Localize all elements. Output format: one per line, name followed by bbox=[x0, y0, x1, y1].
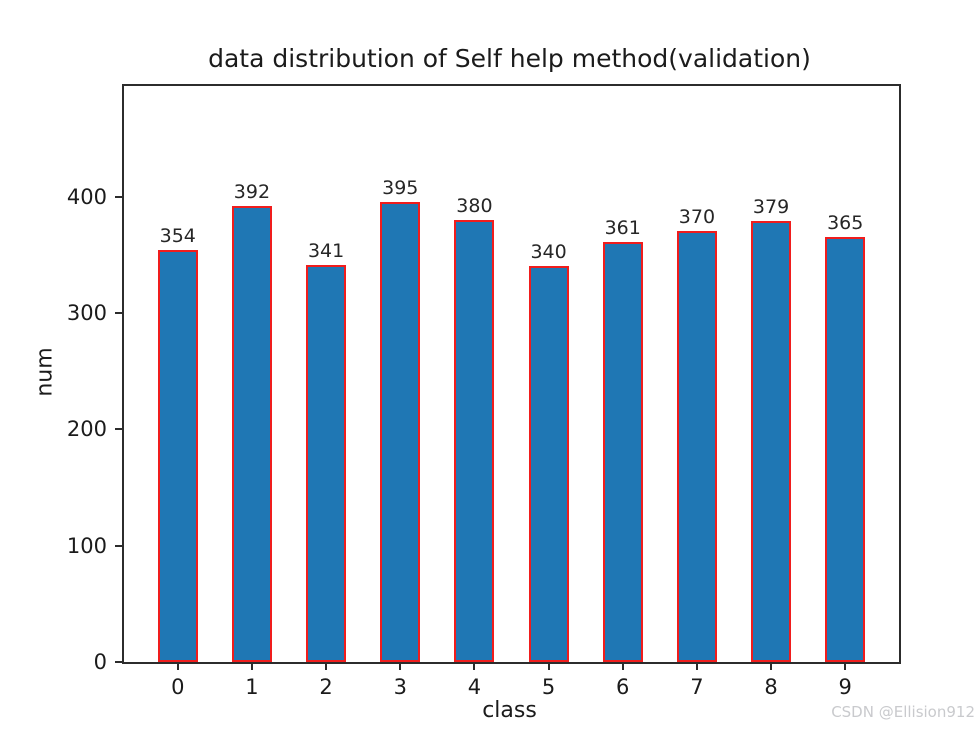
x-tick-label: 8 bbox=[764, 675, 778, 699]
bar bbox=[602, 241, 643, 662]
bar-value-label: 380 bbox=[456, 194, 493, 217]
y-tick-label: 0 bbox=[93, 650, 107, 674]
x-tick-mark bbox=[547, 664, 550, 670]
bar-value-label: 395 bbox=[382, 177, 419, 200]
x-tick-label: 3 bbox=[393, 675, 407, 699]
x-tick-mark bbox=[473, 664, 476, 670]
bar bbox=[231, 205, 272, 662]
x-tick-label: 2 bbox=[319, 675, 333, 699]
bar-value-label: 354 bbox=[159, 225, 196, 248]
y-tick-mark bbox=[115, 195, 122, 198]
x-tick-mark bbox=[770, 664, 773, 670]
x-tick-label: 4 bbox=[467, 675, 482, 699]
x-axis-label: class bbox=[482, 698, 537, 723]
x-tick-label: 9 bbox=[838, 675, 852, 699]
x-tick-mark bbox=[621, 664, 624, 670]
bar bbox=[157, 250, 198, 662]
x-tick-mark bbox=[844, 664, 847, 670]
y-tick-mark bbox=[115, 544, 122, 547]
bar bbox=[528, 266, 569, 662]
x-tick-mark bbox=[695, 664, 698, 670]
y-tick-label: 200 bbox=[66, 417, 107, 442]
x-tick-label: 1 bbox=[245, 675, 259, 699]
x-tick-mark bbox=[250, 664, 253, 670]
x-tick-mark bbox=[399, 664, 402, 670]
x-tick-label: 5 bbox=[541, 675, 556, 699]
bar bbox=[380, 202, 421, 662]
x-tick-label: 0 bbox=[171, 675, 185, 699]
bar-value-label: 341 bbox=[307, 240, 345, 263]
y-tick-mark bbox=[115, 311, 122, 314]
bar bbox=[825, 237, 866, 662]
bar-value-label: 379 bbox=[752, 195, 790, 218]
bar-value-label: 370 bbox=[678, 206, 716, 229]
y-tick-label: 300 bbox=[66, 300, 107, 325]
chart-title: data distribution of Self help method(va… bbox=[208, 44, 811, 73]
x-tick-label: 6 bbox=[616, 675, 630, 699]
x-tick-mark bbox=[176, 664, 179, 670]
bar-value-label: 340 bbox=[530, 241, 567, 264]
plot-area: 0 100 200 300 400 354 0 392 1 341 2 395 3 380 4 340 5 361… bbox=[67, 84, 901, 699]
y-tick-label: 100 bbox=[66, 533, 107, 558]
bar-value-label: 361 bbox=[604, 216, 641, 239]
bar bbox=[306, 265, 347, 662]
y-tick-mark bbox=[115, 661, 122, 663]
x-tick-mark bbox=[325, 664, 328, 670]
watermark: CSDN @Ellision912 bbox=[831, 703, 975, 721]
y-tick-mark bbox=[115, 428, 122, 431]
y-axis-label: num bbox=[32, 347, 58, 397]
bar bbox=[454, 219, 495, 662]
y-tick-label: 400 bbox=[66, 184, 107, 209]
bar-value-label: 365 bbox=[827, 212, 864, 235]
bar bbox=[751, 220, 792, 662]
x-tick-label: 7 bbox=[690, 675, 704, 699]
bar-value-label: 392 bbox=[233, 180, 271, 203]
bar bbox=[676, 231, 717, 662]
